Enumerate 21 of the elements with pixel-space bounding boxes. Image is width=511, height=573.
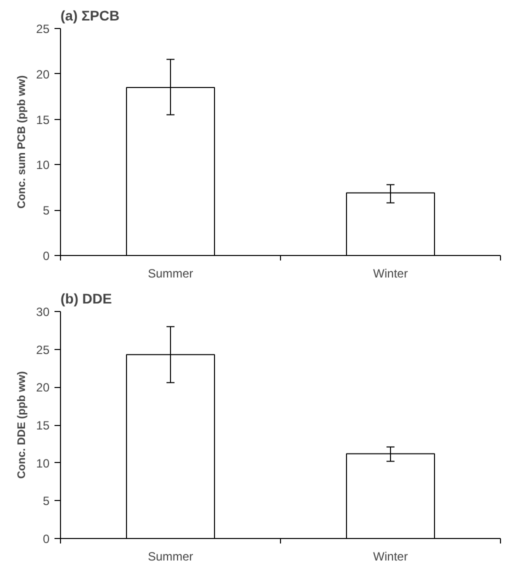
x-tick-label: Winter: [373, 266, 408, 280]
y-tick-label: 10: [36, 158, 50, 172]
x-tick-label: Summer: [148, 266, 194, 280]
x-tick-label: Summer: [148, 550, 194, 564]
chart-title: (a) ΣPCB: [60, 8, 120, 24]
y-tick-label: 10: [36, 456, 50, 470]
y-tick-label: 30: [36, 305, 50, 319]
y-axis-title: Conc. DDE (ppb ww): [16, 370, 28, 479]
y-tick-label: 15: [36, 418, 50, 432]
y-tick-label: 25: [36, 342, 50, 357]
y-tick-label: 0: [42, 249, 50, 263]
y-tick-label: 15: [36, 112, 50, 127]
y-axis-title: Conc. sum PCB (ppb ww): [16, 75, 28, 209]
y-tick-label: 5: [42, 494, 50, 508]
chart-title: (b) DDE: [60, 290, 112, 306]
x-tick-label: Winter: [373, 550, 408, 564]
y-tick-label: 20: [36, 67, 50, 82]
y-tick-label: 0: [42, 532, 50, 546]
y-tick-label: 5: [42, 204, 50, 218]
y-tick-label: 20: [36, 380, 50, 395]
y-tick-label: 25: [36, 22, 50, 36]
